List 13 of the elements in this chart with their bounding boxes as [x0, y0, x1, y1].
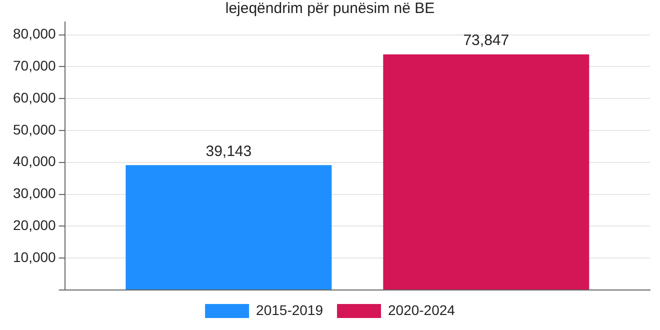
y-tick-label: 50,000 [12, 121, 56, 138]
data-label: 73,847 [463, 32, 510, 50]
y-tick-label: 70,000 [12, 58, 56, 74]
y-tick-label: 80,000 [12, 26, 56, 42]
legend-label: 2020-2024 [388, 302, 456, 318]
chart-title: lejeqëndrim për punësim në BE [225, 0, 435, 18]
y-tick-label: 20,000 [12, 217, 56, 234]
y-tick-label: 30,000 [12, 185, 56, 202]
y-tick-label: 40,000 [12, 153, 56, 170]
y-tick-label: 10,000 [12, 248, 56, 265]
y-tick-label: 60,000 [12, 89, 56, 106]
legend-label: 2015-2019 [256, 302, 324, 318]
data-label: 39,143 [206, 142, 252, 160]
